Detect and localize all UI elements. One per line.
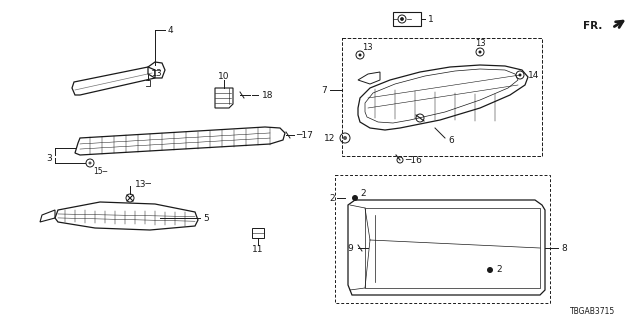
Circle shape — [358, 53, 362, 57]
Text: 1: 1 — [428, 14, 434, 23]
Circle shape — [401, 18, 403, 20]
Text: 2: 2 — [330, 194, 335, 203]
Circle shape — [352, 195, 358, 201]
Text: 5: 5 — [203, 213, 209, 222]
Circle shape — [487, 267, 493, 273]
Circle shape — [88, 162, 92, 164]
Text: FR.: FR. — [582, 21, 602, 31]
Text: TBGAB3715: TBGAB3715 — [570, 308, 615, 316]
Text: 3: 3 — [46, 154, 52, 163]
Text: 9: 9 — [348, 244, 353, 252]
Text: 10: 10 — [218, 71, 230, 81]
Bar — [335, 175, 550, 303]
Text: 15─: 15─ — [93, 166, 108, 175]
Circle shape — [479, 51, 481, 53]
Text: 7: 7 — [321, 85, 327, 94]
Text: ─16: ─16 — [405, 156, 422, 164]
Text: 13─: 13─ — [135, 180, 152, 188]
Text: 13: 13 — [475, 38, 485, 47]
Text: 6: 6 — [448, 135, 454, 145]
Circle shape — [343, 136, 347, 140]
Text: 11: 11 — [252, 244, 264, 253]
Text: 13: 13 — [362, 43, 372, 52]
Bar — [393, 12, 421, 26]
Circle shape — [518, 74, 522, 76]
Text: 8: 8 — [561, 244, 567, 252]
Bar — [252, 228, 264, 238]
Text: 14: 14 — [528, 70, 540, 79]
Text: 18: 18 — [262, 91, 273, 100]
Text: ─17: ─17 — [296, 131, 313, 140]
Text: 2: 2 — [496, 266, 502, 275]
Text: 4: 4 — [168, 26, 173, 35]
Text: 13: 13 — [151, 68, 162, 77]
Text: 12: 12 — [324, 133, 335, 142]
Bar — [342, 38, 542, 156]
Text: 2: 2 — [360, 188, 365, 197]
